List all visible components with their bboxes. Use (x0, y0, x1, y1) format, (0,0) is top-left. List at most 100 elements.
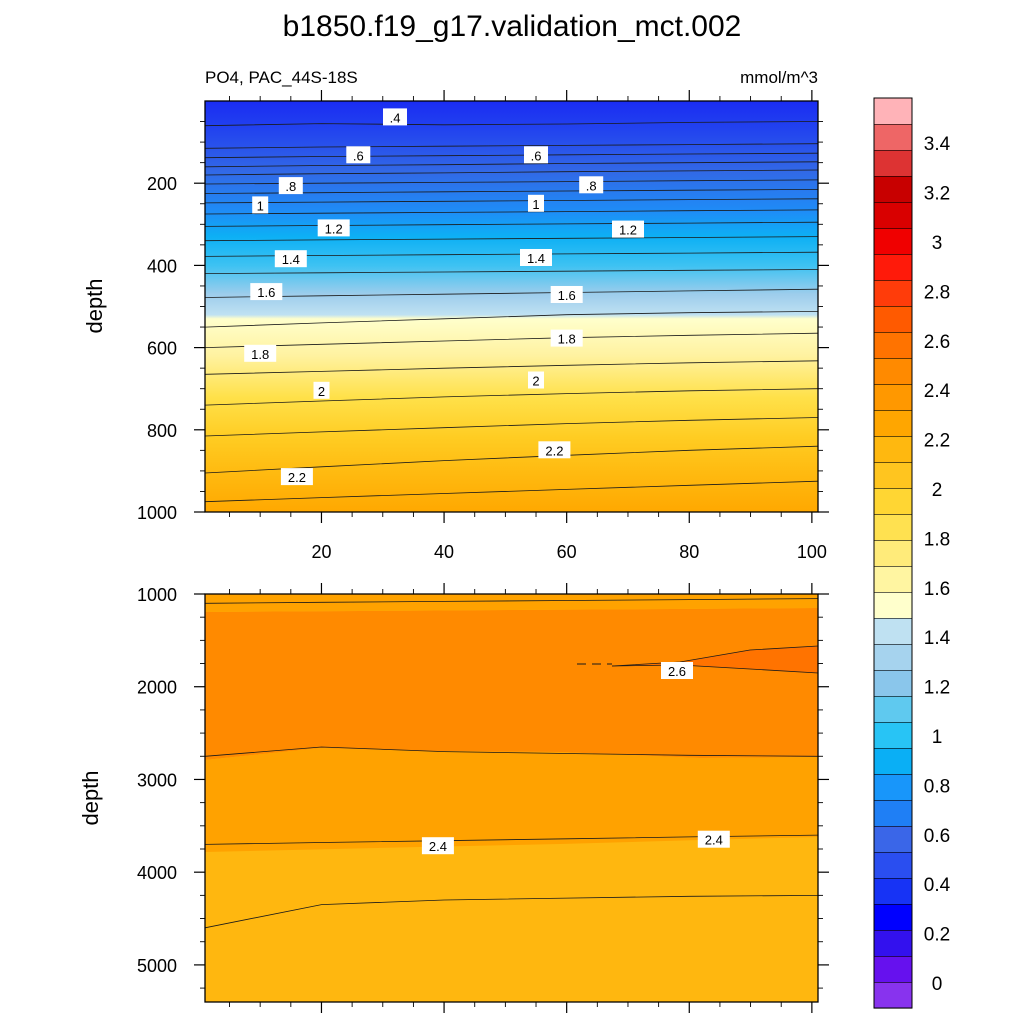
upper-contour-line-1 (204, 143, 819, 149)
lower-y-axis-label: depth (78, 770, 103, 825)
upper-contour-lines (204, 121, 819, 503)
upper-contour-label-box-4 (579, 176, 604, 194)
upper-contour-label-box-1 (346, 146, 371, 164)
upper-contour-label-box-12 (550, 286, 583, 303)
chart-title: b1850.f19_g17.validation_mct.002 (283, 10, 742, 43)
lower-contour-2-6-top (611, 645, 819, 667)
lower-contour-label-0: 2.6 (668, 664, 686, 679)
lower-band-2-5 (205, 608, 818, 760)
colorbar-swatch (873, 279, 913, 307)
upper-contour-label-box-17 (280, 468, 313, 486)
upper-contour-label-box-18 (538, 441, 571, 459)
lower-contour-labels: 2.6 2.4 2.4 (421, 662, 730, 855)
lower-y-tick-label: 2000 (137, 678, 177, 698)
colorbar-label: 1.6 (924, 579, 950, 600)
colorbar-label: 2 (932, 480, 943, 501)
variable-region-subtitle: PO4, PAC_44S-18S (205, 68, 358, 87)
colorbar-swatch (873, 877, 913, 905)
upper-contour-line-4 (204, 169, 819, 176)
upper-x-tick-label: 100 (797, 542, 827, 562)
upper-contour-line-18 (204, 417, 819, 437)
lower-y-tick-label: 4000 (137, 863, 177, 883)
colorbar-swatch (873, 357, 913, 385)
lower-band-2-4 (205, 748, 818, 852)
upper-contour-line-16 (204, 360, 819, 375)
upper-contour-label-box-15 (313, 381, 330, 399)
colorbar-swatch (873, 97, 913, 125)
upper-contour-label-box-0 (383, 108, 407, 126)
colorbar-swatch (873, 721, 913, 749)
colorbar-swatch (873, 409, 913, 437)
colorbar-swatch (873, 669, 913, 697)
upper-panel-background (205, 101, 818, 512)
upper-contour-label-box-10 (520, 249, 552, 266)
lower-contour-line-0 (204, 598, 819, 604)
colorbar-swatch (873, 487, 913, 515)
upper-contour-label-7: 1.2 (325, 221, 343, 236)
lower-band-2-6 (612, 646, 818, 673)
upper-contour-line-20 (204, 480, 819, 503)
lower-contour-lines (204, 598, 819, 929)
colorbar-swatch (873, 149, 913, 177)
lower-contour-label-box-0 (661, 662, 693, 679)
upper-contour-label-3: .8 (285, 179, 296, 194)
upper-contour-label-box-9 (274, 250, 307, 268)
colorbar-swatch (873, 851, 913, 879)
upper-y-tick-label: 200 (147, 174, 177, 194)
upper-y-tick-label: 1000 (137, 503, 177, 523)
upper-x-tick-label: 80 (679, 542, 699, 562)
colorbar-label: 2.8 (924, 282, 950, 303)
upper-contour-label-4: .8 (586, 178, 597, 193)
colorbar-label: 0.8 (924, 776, 950, 797)
upper-contour-line-15 (204, 332, 819, 348)
colorbar-label: 0.6 (924, 826, 950, 847)
upper-contour-label-0: .4 (390, 110, 401, 125)
upper-contour-label-2: .6 (531, 148, 542, 163)
upper-contour-label-box-14 (550, 329, 583, 347)
lower-axis-ticks: 1000 2000 3000 4000 5000 (137, 583, 829, 1013)
upper-contour-label-8: 1.2 (619, 223, 637, 238)
upper-contour-line-0 (204, 121, 819, 127)
colorbar-swatch (873, 955, 913, 983)
upper-x-tick-label: 40 (434, 542, 454, 562)
colorbar-swatch (873, 123, 913, 151)
colorbar-swatch (873, 695, 913, 723)
lower-contour-label-1: 2.4 (429, 839, 447, 854)
upper-contour-label-16: 2 (532, 374, 539, 389)
colorbar-swatch (873, 773, 913, 801)
lower-panel-frame (204, 593, 819, 1003)
colorbar-label: 1.8 (924, 529, 950, 550)
colorbar-swatch (873, 331, 913, 359)
lower-y-tick-label: 1000 (137, 585, 177, 605)
colorbar-label: 1 (932, 727, 943, 748)
colorbar-label: 3.2 (924, 184, 950, 205)
colorbar-swatch (873, 617, 913, 645)
upper-contour-label-box-5 (252, 196, 269, 214)
upper-contour-label-18: 2.2 (545, 443, 563, 458)
colorbar-label: 2.6 (924, 332, 950, 353)
upper-depth-panel: .4 .6 .6 .8 .8 1 1 1.2 1.2 1.4 1.4 1.6 1.6 1.8 1.8 2 2 2.… (82, 90, 829, 562)
colorbar-swatch (873, 539, 913, 567)
upper-contour-line-12 (204, 269, 819, 274)
upper-contour-label-12: 1.6 (558, 288, 576, 303)
lower-contour-line-3 (204, 895, 819, 929)
upper-axis-ticks: 200 400 600 800 1000 20 40 60 80 100 (137, 90, 829, 562)
upper-contour-label-box-2 (524, 146, 548, 164)
lower-y-tick-label: 3000 (137, 770, 177, 790)
upper-contour-label-14: 1.8 (558, 332, 576, 347)
lower-depth-panel: 2.6 2.4 2.4 1000 2000 3000 4000 5000 depth (78, 583, 829, 1013)
upper-contour-label-box-11 (250, 283, 283, 301)
upper-contour-labels: .4 .6 .6 .8 .8 1 1 1.2 1.2 1.4 1.4 1.6 1.6 1.8 1.8 2 2 2.… (244, 108, 644, 486)
lower-contour-2-6-bottom (611, 664, 819, 674)
colorbar-swatch (873, 591, 913, 619)
colorbar-swatch (873, 565, 913, 593)
colorbar-swatch (873, 643, 913, 671)
colorbar-swatch (873, 903, 913, 931)
colorbar-label: 3 (932, 233, 943, 254)
upper-contour-line-3 (204, 161, 819, 168)
upper-contour-label-5: 1 (257, 198, 264, 213)
upper-x-tick-label: 60 (557, 542, 577, 562)
upper-contour-label-box-16 (528, 371, 544, 389)
upper-contour-line-10 (204, 236, 819, 242)
